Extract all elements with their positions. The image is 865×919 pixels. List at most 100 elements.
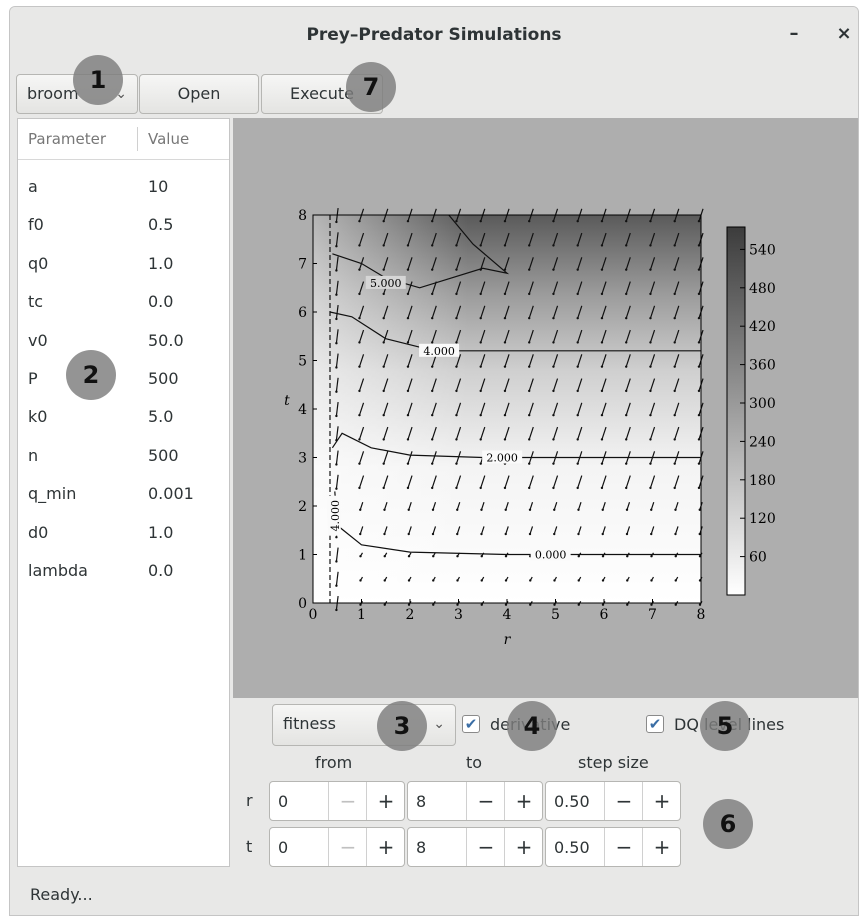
y-tick-label: 4 — [298, 402, 307, 418]
column-header-value[interactable]: Value — [148, 130, 190, 148]
increment-button[interactable]: + — [366, 828, 405, 866]
field-arrow — [480, 378, 486, 392]
from-value[interactable]: 0 — [278, 792, 289, 811]
from-spinbutton[interactable]: 0 − + — [269, 781, 405, 821]
table-row[interactable]: lambda 0.0 — [18, 551, 229, 589]
table-row[interactable]: f0 0.5 — [18, 205, 229, 243]
minimize-button[interactable]: – — [789, 23, 799, 44]
arrow-head — [431, 316, 434, 320]
field-arrow — [431, 451, 437, 464]
parameter-value[interactable]: 50.0 — [148, 330, 184, 350]
increment-button[interactable]: + — [642, 782, 681, 820]
to-spinbutton[interactable]: 8 − + — [407, 781, 543, 821]
to-header: to — [466, 753, 483, 772]
table-row[interactable]: q0 1.0 — [18, 244, 229, 282]
table-row[interactable]: P 500 — [18, 359, 229, 397]
arrow-head — [455, 462, 458, 465]
arrow-head — [697, 486, 701, 490]
field-arrow — [504, 305, 510, 319]
arrow-head — [528, 532, 532, 536]
field-arrow — [431, 329, 437, 343]
to-value[interactable]: 8 — [416, 838, 427, 857]
derivative-checkbox[interactable]: ✔ — [462, 715, 480, 733]
y-axis-label: t — [284, 393, 290, 409]
step-value[interactable]: 0.50 — [554, 838, 590, 857]
parameter-value[interactable]: 500 — [148, 369, 179, 388]
open-button[interactable]: Open — [139, 74, 259, 114]
increment-button[interactable]: + — [504, 828, 543, 866]
table-row[interactable]: n 500 — [18, 436, 229, 474]
step-spinbutton[interactable]: 0.50− + — [545, 781, 681, 821]
table-row[interactable]: d0 1.0 — [18, 513, 229, 551]
arrow-head — [576, 341, 579, 344]
increment-button[interactable]: + — [642, 828, 681, 866]
arrow-head — [600, 219, 604, 223]
increment-button[interactable]: + — [366, 782, 405, 820]
arrow-head — [528, 462, 531, 465]
decrement-button[interactable]: − — [466, 828, 505, 866]
field-arrow — [480, 329, 486, 343]
parameter-value[interactable]: 0.001 — [148, 484, 194, 504]
arrow-head — [479, 316, 482, 320]
decrement-button[interactable]: − — [604, 782, 643, 820]
step-spinbutton[interactable]: 0.50− + — [545, 827, 681, 867]
parameter-value[interactable]: 0.0 — [148, 561, 174, 580]
decrement-button[interactable]: − — [466, 782, 505, 820]
from-header: from — [315, 753, 353, 772]
arrow-head — [600, 292, 604, 296]
parameter-value[interactable]: 5.0 — [148, 407, 174, 427]
table-row[interactable]: q_min 0.001 — [18, 474, 229, 512]
column-header-parameter[interactable]: Parameter — [28, 130, 107, 148]
table-row[interactable]: v0 50.0 — [18, 321, 229, 359]
arrow-head — [625, 244, 628, 247]
field-arrow — [577, 378, 583, 392]
contour-label: 5.000 — [370, 277, 402, 290]
decrement-button[interactable]: − — [328, 828, 367, 866]
field-arrow — [674, 232, 680, 246]
arrow-head — [673, 486, 676, 490]
parameter-value[interactable]: 0.5 — [148, 215, 174, 235]
field-arrow — [649, 426, 656, 440]
field-arrow — [577, 502, 582, 510]
parameter-value[interactable]: 0.0 — [148, 292, 174, 312]
parameter-value[interactable]: 1.0 — [148, 522, 174, 542]
arrow-head — [431, 413, 434, 417]
arrow-head — [576, 268, 579, 271]
arrow-head — [600, 438, 604, 441]
column-divider — [137, 127, 138, 151]
arrow-head — [528, 268, 531, 271]
close-button[interactable]: × — [836, 23, 852, 44]
colorbar-tick-label: 180 — [749, 473, 776, 489]
dq-level-lines-checkbox[interactable]: ✔ — [646, 715, 664, 733]
table-row[interactable]: a 10 — [18, 167, 229, 205]
to-spinbutton[interactable]: 8 − + — [407, 827, 543, 867]
field-arrow — [480, 257, 486, 270]
quantity-combo[interactable]: fitness ⌄ — [272, 704, 456, 746]
field-arrow — [358, 378, 365, 392]
decrement-button[interactable]: − — [328, 782, 367, 820]
parameter-value[interactable]: 10 — [148, 177, 169, 196]
check-icon: ✔ — [464, 715, 478, 733]
arrow-head — [359, 508, 362, 511]
arrow-head — [697, 413, 701, 417]
step-value[interactable]: 0.50 — [554, 792, 590, 811]
increment-button[interactable]: + — [504, 782, 543, 820]
from-spinbutton[interactable]: 0 − + — [269, 827, 405, 867]
field-arrow — [650, 502, 655, 510]
arrow-head — [649, 219, 652, 223]
from-value[interactable]: 0 — [278, 838, 289, 857]
table-row[interactable]: tc 0.0 — [18, 282, 229, 320]
x-tick-label: 5 — [551, 607, 560, 623]
field-arrow — [335, 232, 339, 247]
decrement-button[interactable]: − — [604, 828, 643, 866]
to-value[interactable]: 8 — [416, 792, 427, 811]
arrow-head — [552, 292, 555, 296]
parameter-table: Parameter Value a 10 f0 0.5 q0 1.0 tc 0.0 v0 50.0… — [17, 118, 230, 867]
field-arrow — [335, 401, 339, 417]
parameter-value[interactable]: 1.0 — [148, 253, 174, 273]
table-row[interactable]: k0 5.0 — [18, 397, 229, 435]
field-arrow — [674, 526, 679, 535]
colorbar-tick-label: 360 — [749, 358, 776, 374]
arrow-head — [600, 365, 604, 368]
parameter-value[interactable]: 500 — [148, 445, 179, 465]
